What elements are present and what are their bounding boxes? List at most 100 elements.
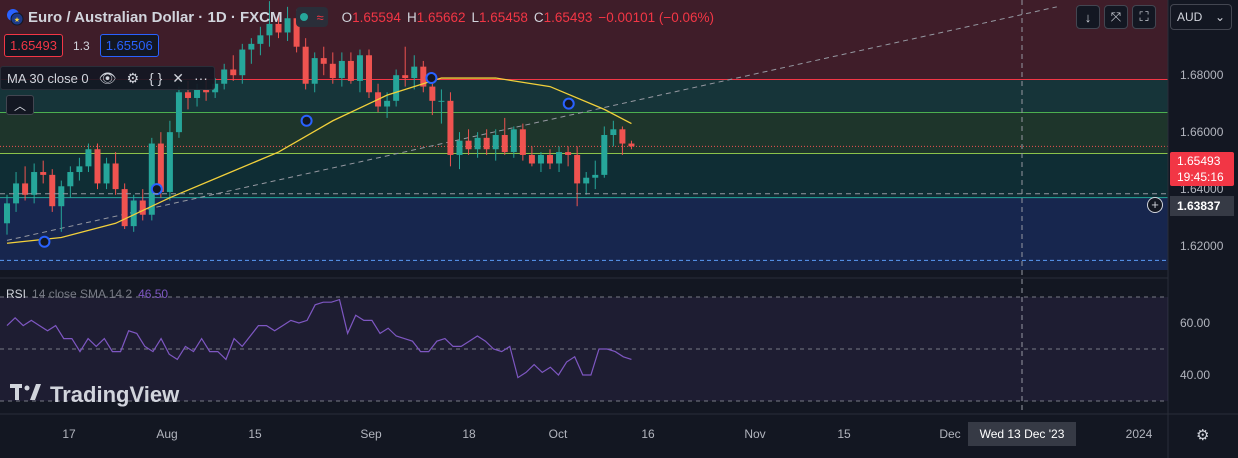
time-tick-label: 17	[62, 427, 76, 441]
candle-body	[130, 200, 137, 227]
candle-body	[40, 172, 47, 175]
candle-body	[601, 135, 608, 175]
candle-body	[447, 100, 454, 155]
spread-value: 1.3	[73, 38, 90, 53]
candle-body	[393, 75, 400, 101]
market-status[interactable]: ≈	[296, 7, 328, 27]
pivot-marker[interactable]	[300, 114, 313, 127]
candle-body	[221, 69, 228, 84]
add-alert-icon[interactable]: +	[1147, 197, 1163, 213]
price-tick-label: 1.66000	[1180, 125, 1224, 139]
candle-body	[58, 186, 65, 207]
candle-body	[619, 129, 626, 144]
rsi-value: 46.50	[138, 287, 169, 301]
symbol-title[interactable]: Euro / Australian Dollar · 1D · FXCM	[28, 8, 283, 26]
pivot-marker[interactable]	[425, 72, 438, 85]
chart-header: ★ Euro / Australian Dollar · 1D · FXCM ≈…	[0, 0, 714, 34]
crosshair-date-tag: Wed 13 Dec '23	[968, 422, 1076, 446]
gear-icon[interactable]: ⚙	[126, 69, 139, 86]
bid-ask-panel: 1.65493 1.3 1.65506	[4, 34, 159, 57]
candle-body	[420, 66, 427, 87]
close-label: C	[533, 9, 544, 25]
candle-body	[4, 203, 10, 224]
candle-body	[203, 89, 210, 93]
candle-body	[67, 172, 74, 187]
scroll-down-icon[interactable]: ↓	[1076, 5, 1100, 29]
candle-body	[547, 154, 553, 164]
candle-body	[194, 89, 201, 98]
close-value: 1.65493	[543, 9, 593, 25]
rsi-line[interactable]	[6, 298, 632, 379]
pivot-marker[interactable]	[38, 235, 51, 248]
close-icon[interactable]: ✕	[172, 69, 184, 86]
price-zone-4	[0, 197, 1168, 270]
crosshair-price-tag: 1.63837	[1170, 196, 1234, 216]
wave-icon: ≈	[316, 9, 324, 25]
eye-icon[interactable]: 👁	[98, 69, 117, 86]
candle-body	[329, 63, 336, 79]
rsi-tick-label: 60.00	[1180, 316, 1210, 330]
candle-body	[338, 60, 345, 79]
pivot-marker[interactable]	[150, 183, 163, 196]
candle-body	[148, 143, 155, 215]
time-tick-label: Oct	[549, 427, 568, 441]
pivot-marker[interactable]	[562, 97, 575, 110]
time-tick-label: 18	[462, 427, 476, 441]
high-label: H	[406, 9, 417, 25]
ma-legend[interactable]: MA 30 close 0 👁 ⚙ { } ✕ ···	[0, 66, 215, 90]
candle-body	[85, 149, 92, 167]
candle-body	[528, 154, 535, 164]
price-zone-2	[0, 112, 1168, 154]
candle-body	[185, 92, 191, 98]
buy-button[interactable]: 1.65506	[99, 34, 159, 57]
candle-body	[610, 129, 617, 135]
last-price: 1.65493	[1177, 154, 1221, 168]
tradingview-logo[interactable]: TradingView	[10, 382, 179, 408]
candle-body	[320, 58, 327, 64]
settings-icon[interactable]: ⚙	[1196, 427, 1210, 444]
more-icon[interactable]: ···	[193, 70, 208, 86]
candle-body	[366, 55, 372, 93]
collapse-icon[interactable]: ⤧	[1104, 5, 1128, 29]
fullscreen-icon[interactable]: ⛶	[1132, 5, 1156, 29]
candle-body	[592, 174, 599, 178]
time-tick-label: Nov	[744, 427, 765, 441]
low-label: L	[471, 9, 480, 25]
candle-body	[456, 140, 463, 155]
ma-line[interactable]	[6, 77, 632, 244]
candle-body	[94, 149, 101, 184]
candle-body	[139, 200, 146, 215]
rsi-params: 14 close SMA 14 2	[32, 287, 133, 301]
currency-select[interactable]: AUD ⌄	[1170, 4, 1232, 30]
price-tick-label: 1.68000	[1180, 68, 1224, 82]
ohlc-values: O1.65594 H1.65662 L1.65458 C1.65493 −0.0…	[342, 10, 714, 25]
candle-body	[121, 189, 128, 227]
time-tick-label: Sep	[360, 427, 382, 441]
price-tick-label: 1.62000	[1180, 239, 1224, 253]
time-tick-label: 2024	[1126, 427, 1153, 441]
change-value: −0.00101 (−0.06%)	[598, 9, 714, 25]
source-code-icon[interactable]: { }	[149, 70, 163, 86]
svg-text:★: ★	[14, 16, 20, 24]
candle-body	[284, 18, 291, 33]
market-open-dot-icon	[300, 13, 309, 21]
candle-body	[266, 23, 273, 36]
candle-body	[537, 154, 544, 164]
candle-body	[311, 58, 318, 84]
ma-label: MA 30 close 0	[7, 70, 89, 86]
candle-body	[501, 135, 508, 153]
collapse-legend-button[interactable]: ︿	[6, 95, 34, 115]
candle-body	[411, 66, 418, 79]
candle-body	[166, 132, 173, 192]
candle-body	[438, 100, 445, 102]
time-tick-label: Dec	[939, 427, 960, 441]
candle-body	[483, 137, 490, 150]
chart-controls: ↓ ⤧ ⛶	[1076, 5, 1156, 29]
rsi-legend[interactable]: RSI 14 close SMA 14 2 46.50	[6, 287, 168, 301]
candle-body	[157, 143, 164, 192]
candle-body	[31, 172, 38, 195]
sell-button[interactable]: 1.65493	[4, 34, 63, 57]
candle-body	[384, 100, 391, 107]
candle-body	[239, 49, 246, 76]
